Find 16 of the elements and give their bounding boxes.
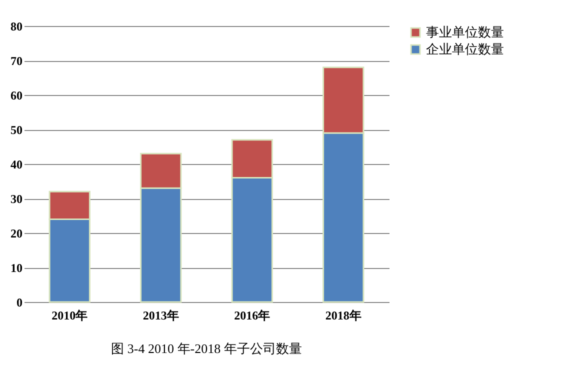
y-tick-label: 20	[10, 226, 22, 240]
y-tick-label: 70	[10, 54, 22, 68]
y-tick-label: 0	[16, 296, 22, 310]
y-tick-label: 30	[10, 192, 22, 206]
text: 图 3-4 2010 年-2018 年子公司数量	[111, 341, 302, 356]
x-tick-label: 2010年	[52, 308, 88, 322]
x-tick-label: 2016年	[234, 308, 270, 322]
legend-label: 事业单位数量	[426, 24, 504, 40]
y-tick-label: 40	[10, 158, 22, 172]
y-tick-label: 60	[10, 88, 22, 102]
y-tick-label: 80	[10, 20, 22, 34]
legend-label: 企业单位数量	[426, 42, 504, 56]
x-tick-label: 2018年	[325, 308, 362, 322]
y-tick-label: 10	[10, 261, 22, 275]
x-tick-label: 2013年	[142, 308, 179, 322]
y-tick-label: 50	[10, 123, 22, 137]
